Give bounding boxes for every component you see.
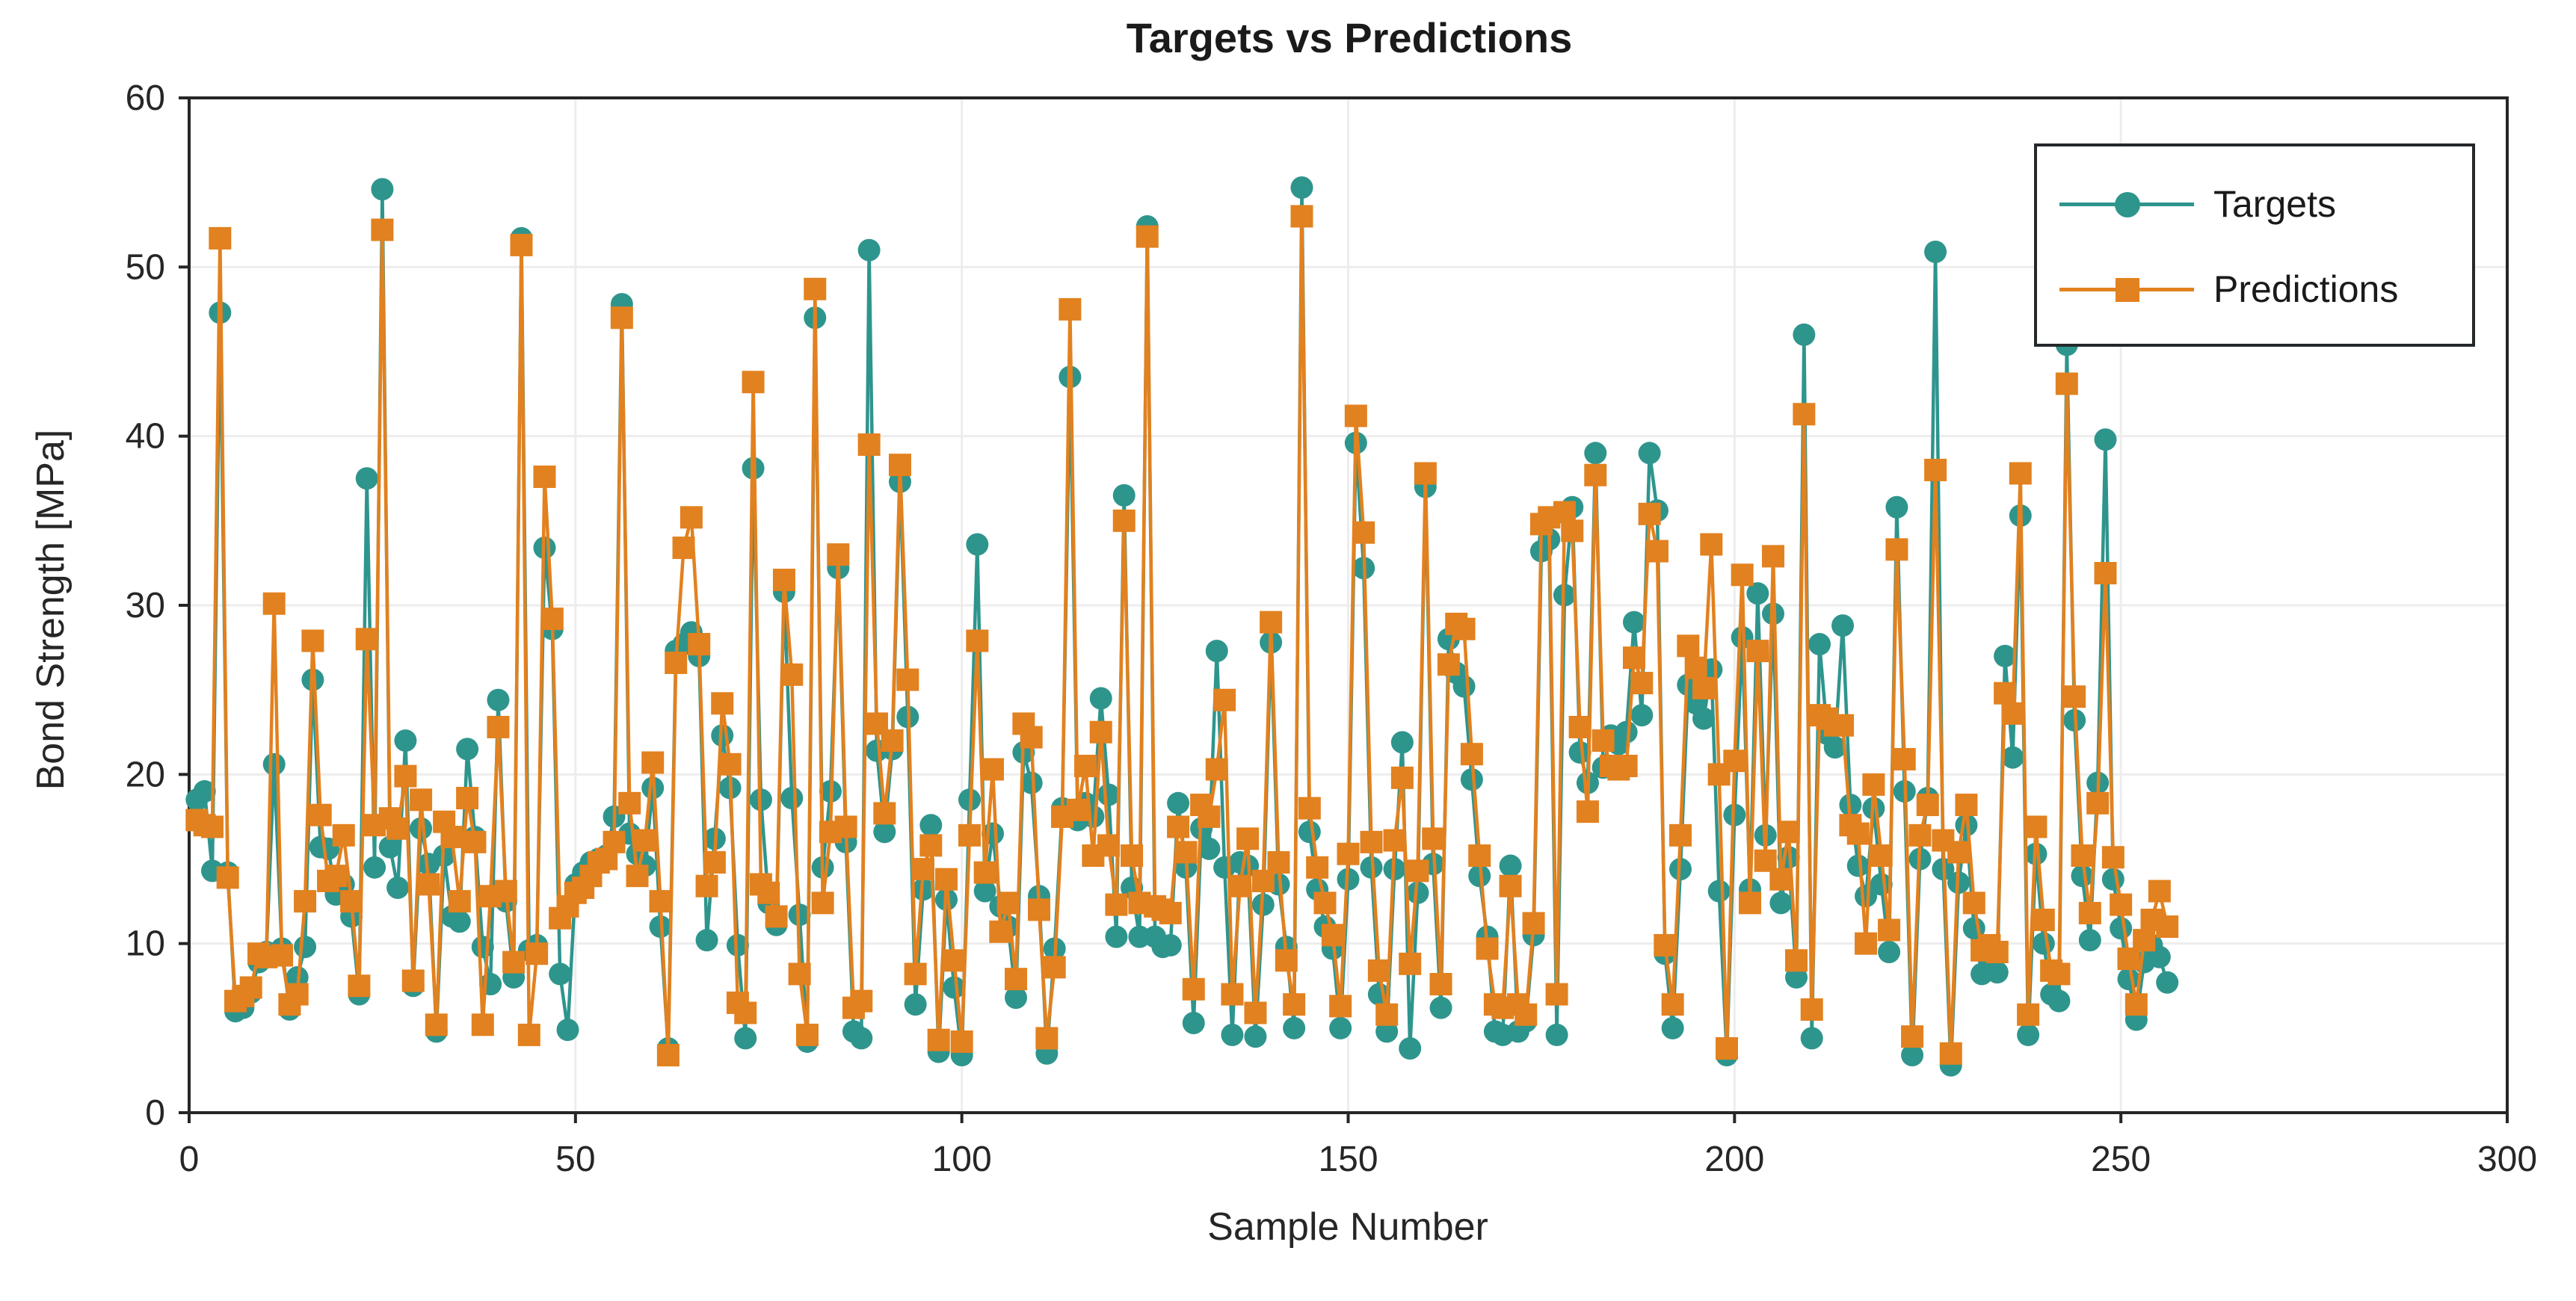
predictions-square-marker-icon — [2116, 278, 2139, 302]
tick-labels: 0 10 20 30 40 50 60 0 50 100 150 200 250 300 — [126, 78, 2537, 1179]
svg-text:60: 60 — [126, 78, 165, 118]
svg-text:50: 50 — [555, 1140, 595, 1179]
targets-line-circle-icon — [2059, 170, 2194, 238]
legend-entry-targets: Targets — [2059, 170, 2336, 238]
svg-text:20: 20 — [126, 755, 165, 794]
y-axis-label: Bond Strength [MPa] — [29, 429, 73, 791]
svg-text:0: 0 — [179, 1140, 200, 1179]
predictions-markers — [185, 205, 2179, 1067]
targets-markers — [185, 176, 2179, 1077]
axis-box — [179, 96, 2509, 1123]
predictions-line-square-icon — [2059, 256, 2194, 323]
svg-text:150: 150 — [1318, 1140, 1378, 1179]
svg-text:200: 200 — [1704, 1140, 1764, 1179]
svg-text:0: 0 — [145, 1093, 165, 1133]
svg-text:300: 300 — [2477, 1140, 2537, 1179]
svg-text:40: 40 — [126, 417, 165, 457]
svg-text:250: 250 — [2091, 1140, 2151, 1179]
svg-text:30: 30 — [126, 586, 165, 625]
svg-text:100: 100 — [932, 1140, 992, 1179]
svg-text:10: 10 — [126, 924, 165, 964]
chart-title: Targets vs Predictions — [1126, 14, 1573, 61]
svg-text:50: 50 — [126, 247, 165, 287]
legend: Targets Predictions — [2034, 143, 2475, 347]
legend-label-targets: Targets — [2213, 183, 2336, 225]
targets-series — [185, 176, 2179, 1077]
x-axis-label: Sample Number — [1207, 1205, 1488, 1249]
legend-label-predictions: Predictions — [2213, 268, 2399, 310]
predictions-series — [185, 205, 2179, 1067]
targets-circle-marker-icon — [2115, 192, 2140, 217]
legend-entry-predictions: Predictions — [2059, 256, 2398, 323]
